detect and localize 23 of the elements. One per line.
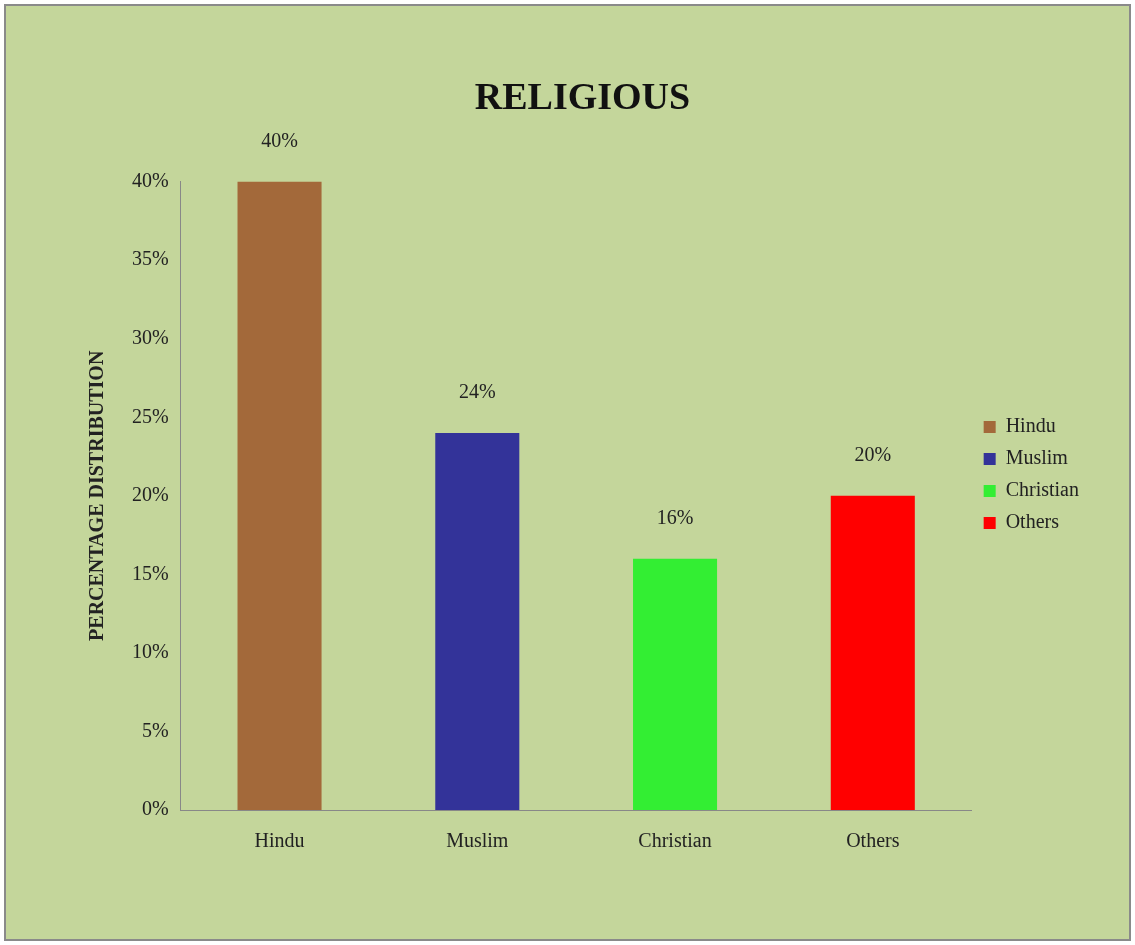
legend-label: Others — [1005, 510, 1060, 533]
legend-label: Christian — [1005, 478, 1080, 501]
y-axis-title: PERCENTAGE DISTRIBUTION — [85, 350, 108, 641]
y-tick-label: 0% — [141, 797, 169, 820]
data-label: 20% — [854, 443, 892, 466]
y-tick-label: 40% — [131, 168, 169, 191]
x-tick-label: Hindu — [254, 829, 305, 852]
legend-label: Muslim — [1005, 446, 1069, 469]
x-tick-label: Muslim — [446, 829, 509, 852]
y-tick-label: 30% — [131, 325, 169, 348]
x-tick-label: Others — [846, 829, 900, 852]
data-label: 40% — [261, 128, 298, 151]
y-tick-label: 35% — [131, 247, 169, 270]
data-label: 24% — [458, 380, 496, 403]
x-tick-label: Christian — [638, 829, 712, 852]
y-tick-label: 25% — [131, 404, 169, 427]
y-tick-label: 5% — [141, 718, 169, 741]
legend-label: Hindu — [1005, 414, 1056, 437]
y-tick-label: 15% — [131, 561, 169, 584]
y-tick-label: 10% — [131, 640, 169, 663]
y-tick-label: 20% — [131, 483, 169, 506]
data-label: 16% — [656, 505, 694, 528]
chart-title: RELIGIOUS — [474, 74, 691, 117]
